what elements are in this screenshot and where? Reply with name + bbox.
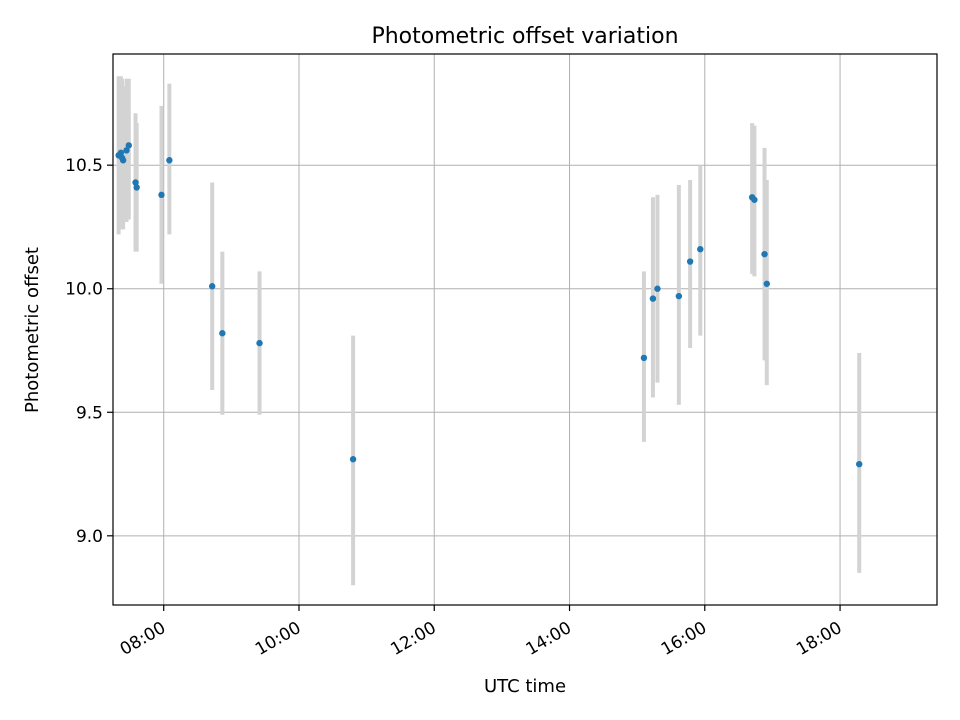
data-point: [697, 245, 704, 253]
data-point: [751, 196, 758, 203]
data-point: [686, 258, 694, 265]
x-axis-label: UTC time: [484, 676, 566, 697]
data-point: [166, 157, 173, 164]
data-point: [856, 460, 863, 468]
data-point: [761, 250, 768, 258]
y-axis-ticks: 9.0 9.5 10.0 10.5: [65, 156, 113, 547]
data-point: [675, 292, 683, 300]
data-point: [654, 285, 661, 292]
data-point: [256, 339, 263, 347]
y-tick-label: 9.0: [76, 527, 103, 547]
grid: [113, 54, 937, 605]
data-point: [219, 330, 226, 337]
data-point: [117, 149, 125, 157]
data-point: [119, 157, 127, 164]
y-tick-label: 9.5: [76, 403, 103, 423]
data-point: [649, 295, 657, 302]
chart-title: Photometric offset variation: [371, 24, 678, 49]
data-point: [132, 179, 139, 186]
data-points: [115, 142, 863, 468]
plot-area: [113, 54, 937, 605]
data-point: [640, 354, 648, 362]
y-axis-label: Photometric offset: [22, 247, 43, 413]
data-point: [123, 147, 130, 154]
y-tick-label: 10.5: [65, 156, 103, 176]
data-point: [349, 456, 357, 463]
data-point: [158, 191, 165, 199]
data-point: [133, 184, 140, 191]
plot-frame: [112, 53, 938, 606]
data-point: [125, 142, 132, 149]
data-point: [208, 283, 216, 290]
data-point: [763, 280, 770, 287]
y-tick-label: 10.0: [65, 280, 103, 300]
